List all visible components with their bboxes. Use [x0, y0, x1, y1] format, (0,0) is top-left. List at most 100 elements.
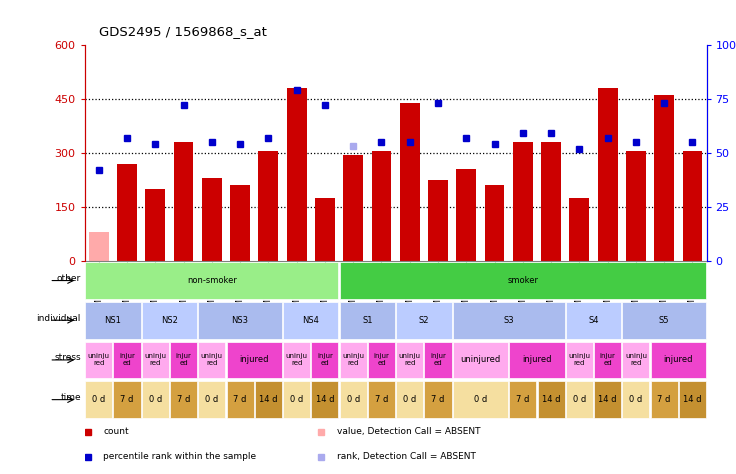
Text: injur
ed: injur ed	[317, 354, 333, 366]
Text: individual: individual	[37, 314, 81, 323]
Bar	[679, 382, 706, 418]
Bar	[255, 382, 282, 418]
Text: injured: injured	[664, 356, 693, 365]
Text: 14 d: 14 d	[316, 395, 334, 404]
Bar	[368, 382, 395, 418]
Text: uninju
red: uninju red	[144, 354, 166, 366]
Text: injur
ed: injur ed	[600, 354, 615, 366]
Text: S1: S1	[362, 316, 372, 325]
Text: 7 d: 7 d	[233, 395, 247, 404]
Text: uninju
red: uninju red	[201, 354, 223, 366]
Bar	[142, 382, 169, 418]
Bar	[170, 342, 197, 378]
Bar	[626, 151, 645, 261]
Text: 0 d: 0 d	[92, 395, 105, 404]
Text: NS4: NS4	[302, 316, 319, 325]
Text: 0 d: 0 d	[347, 395, 360, 404]
Bar	[198, 302, 282, 338]
Bar	[287, 88, 307, 261]
Bar	[198, 382, 225, 418]
Bar	[311, 382, 339, 418]
Bar	[428, 180, 448, 261]
Bar	[283, 382, 311, 418]
Bar	[566, 342, 593, 378]
Bar	[85, 382, 113, 418]
Bar	[509, 342, 565, 378]
Bar	[682, 151, 702, 261]
Bar	[654, 95, 674, 261]
Text: time: time	[60, 393, 81, 402]
Text: uninju
red: uninju red	[625, 354, 647, 366]
Bar	[142, 302, 197, 338]
Text: NS3: NS3	[232, 316, 249, 325]
Text: 7 d: 7 d	[657, 395, 670, 404]
Bar	[566, 302, 621, 338]
Text: other: other	[57, 274, 81, 283]
Bar	[396, 302, 452, 338]
Text: smoker: smoker	[507, 276, 538, 285]
Bar	[117, 164, 137, 261]
Text: 0 d: 0 d	[403, 395, 417, 404]
Text: 14 d: 14 d	[598, 395, 617, 404]
Text: injur
ed: injur ed	[374, 354, 389, 366]
Bar	[227, 382, 254, 418]
Text: NS1: NS1	[105, 316, 121, 325]
Text: injur
ed: injur ed	[430, 354, 446, 366]
Bar	[396, 382, 423, 418]
Bar	[89, 232, 109, 261]
Text: GDS2495 / 1569868_s_at: GDS2495 / 1569868_s_at	[99, 25, 267, 38]
Text: 0 d: 0 d	[205, 395, 219, 404]
Bar	[651, 342, 706, 378]
Bar	[343, 155, 363, 261]
Bar	[142, 342, 169, 378]
Bar	[85, 342, 113, 378]
Bar	[315, 198, 335, 261]
Text: 7 d: 7 d	[516, 395, 529, 404]
Bar	[311, 342, 339, 378]
Bar	[651, 382, 678, 418]
Text: 14 d: 14 d	[683, 395, 701, 404]
Bar	[509, 382, 537, 418]
Bar	[598, 88, 618, 261]
Bar	[368, 342, 395, 378]
Bar	[339, 262, 706, 299]
Bar	[623, 302, 706, 338]
Text: uninju
red: uninju red	[399, 354, 421, 366]
Text: stress: stress	[54, 354, 81, 363]
Text: value, Detection Call = ABSENT: value, Detection Call = ABSENT	[336, 428, 480, 437]
Text: 0 d: 0 d	[629, 395, 643, 404]
Text: uninju
red: uninju red	[88, 354, 110, 366]
Bar	[339, 302, 395, 338]
Text: S5: S5	[659, 316, 670, 325]
Bar	[456, 169, 476, 261]
Text: injur
ed: injur ed	[176, 354, 191, 366]
Bar	[258, 151, 278, 261]
Text: S3: S3	[503, 316, 514, 325]
Text: uninju
red: uninju red	[342, 354, 364, 366]
Text: uninjured: uninjured	[460, 356, 500, 365]
Text: 14 d: 14 d	[259, 395, 277, 404]
Bar	[339, 382, 367, 418]
Bar	[146, 189, 165, 261]
Bar	[513, 142, 533, 261]
Text: uninju
red: uninju red	[286, 354, 308, 366]
Bar	[594, 382, 621, 418]
Bar	[170, 382, 197, 418]
Bar	[85, 302, 141, 338]
Bar	[202, 178, 222, 261]
Bar	[594, 342, 621, 378]
Bar	[283, 302, 339, 338]
Text: percentile rank within the sample: percentile rank within the sample	[103, 452, 256, 461]
Bar	[453, 302, 565, 338]
Bar	[537, 382, 565, 418]
Text: count: count	[103, 428, 129, 437]
Bar	[566, 382, 593, 418]
Text: S4: S4	[588, 316, 598, 325]
Text: NS2: NS2	[161, 316, 178, 325]
Bar	[85, 262, 339, 299]
Bar	[453, 342, 508, 378]
Text: 7 d: 7 d	[177, 395, 191, 404]
Text: injur
ed: injur ed	[119, 354, 135, 366]
Text: uninju
red: uninju red	[568, 354, 590, 366]
Bar	[400, 102, 420, 261]
